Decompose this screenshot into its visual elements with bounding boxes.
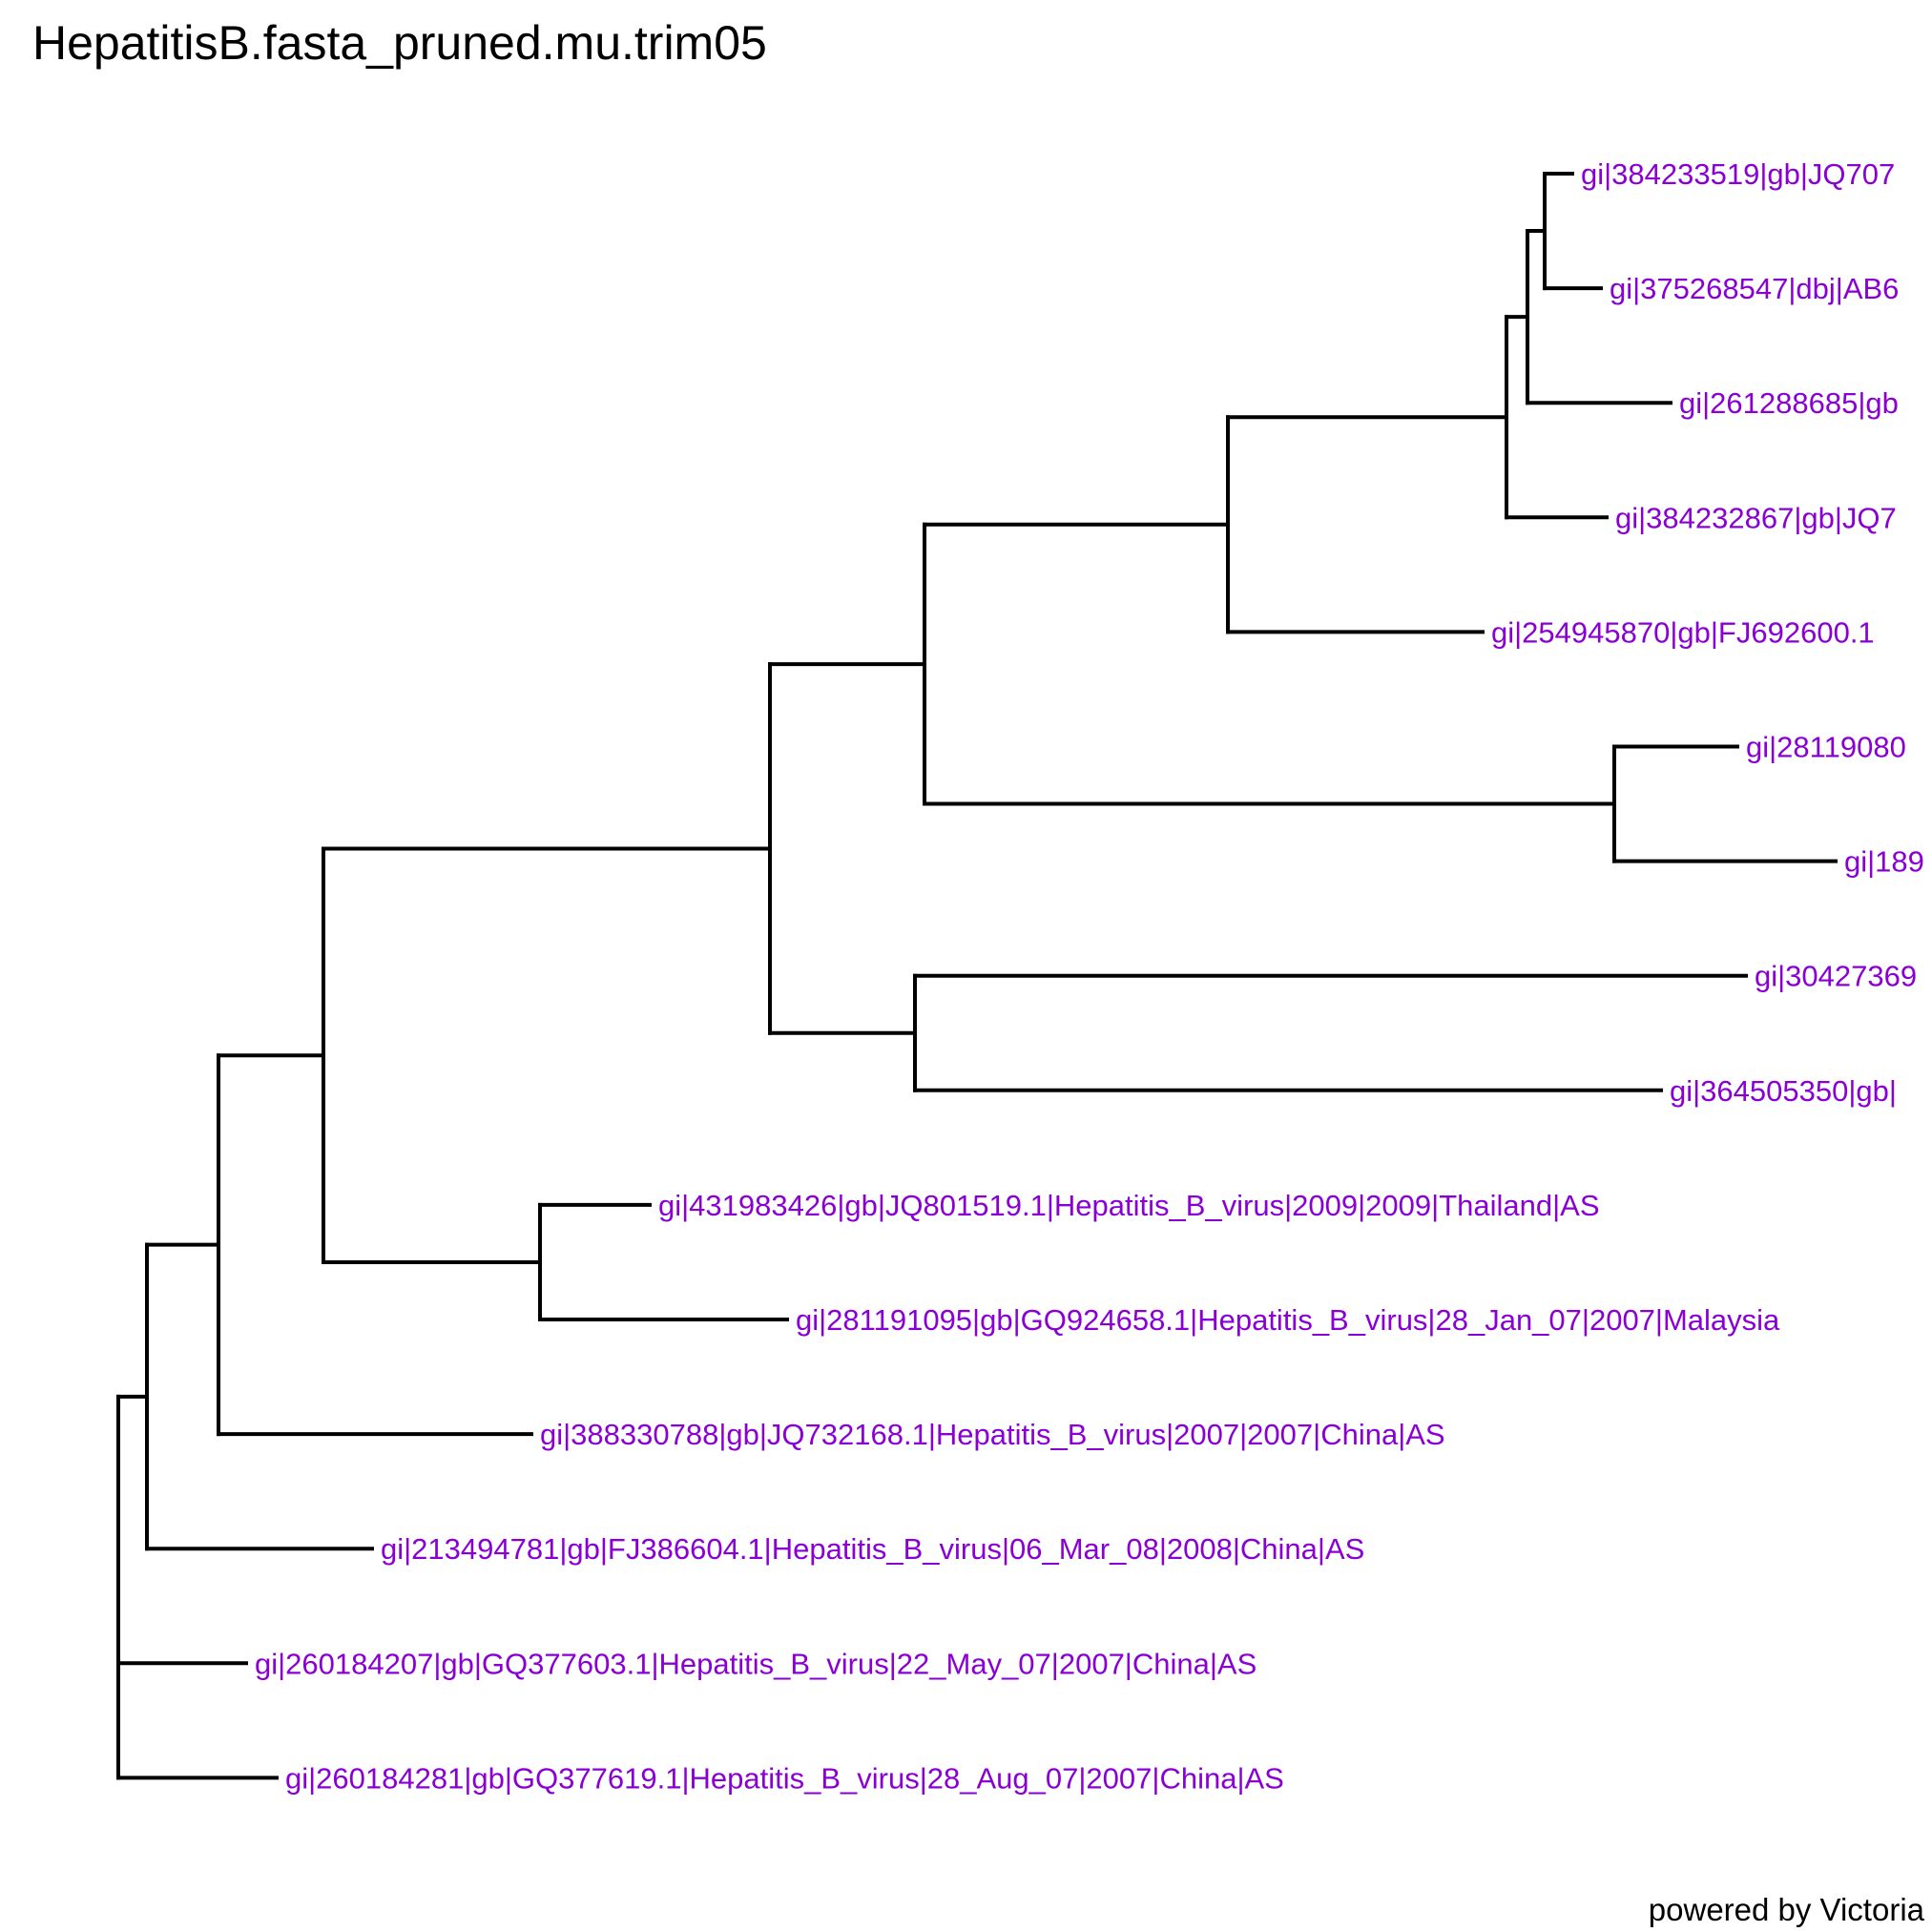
leaf-label: gi|213494781|gb|FJ386604.1|Hepatitis_B_v… bbox=[381, 1532, 1364, 1566]
leaf-label: gi|375268547|dbj|AB6 bbox=[1610, 272, 1899, 305]
leaf-label: gi|261288685|gb bbox=[1679, 386, 1899, 420]
footer-credit: powered by Victoria bbox=[1649, 1892, 1925, 1927]
leaf-label: gi|254945870|gb|FJ692600.1 bbox=[1491, 615, 1875, 649]
leaf-label: gi|384232867|gb|JQ7 bbox=[1615, 501, 1897, 534]
leaf-label: gi|260184207|gb|GQ377603.1|Hepatitis_B_v… bbox=[255, 1647, 1257, 1680]
leaf-label: gi|364505350|gb| bbox=[1670, 1074, 1897, 1108]
leaf-label: gi|30427369 bbox=[1755, 960, 1917, 993]
leaf-label: gi|388330788|gb|JQ732168.1|Hepatitis_B_v… bbox=[540, 1418, 1445, 1451]
leaf-label: gi|189 bbox=[1844, 845, 1924, 879]
tree-leaf-labels: gi|384233519|gb|JQ707 gi|375268547|dbj|AB… bbox=[255, 157, 1924, 1795]
tree-branches bbox=[116, 172, 1838, 1780]
leaf-label: gi|431983426|gb|JQ801519.1|Hepatitis_B_v… bbox=[658, 1189, 1600, 1222]
leaf-label: gi|28119080 bbox=[1746, 731, 1906, 764]
leaf-label: gi|281191095|gb|GQ924658.1|Hepatitis_B_v… bbox=[796, 1303, 1780, 1337]
leaf-label: gi|260184281|gb|GQ377619.1|Hepatitis_B_v… bbox=[285, 1761, 1284, 1795]
tree-title: HepatitisB.fasta_pruned.mu.trim05 bbox=[32, 16, 767, 70]
leaf-label: gi|384233519|gb|JQ707 bbox=[1581, 157, 1895, 191]
